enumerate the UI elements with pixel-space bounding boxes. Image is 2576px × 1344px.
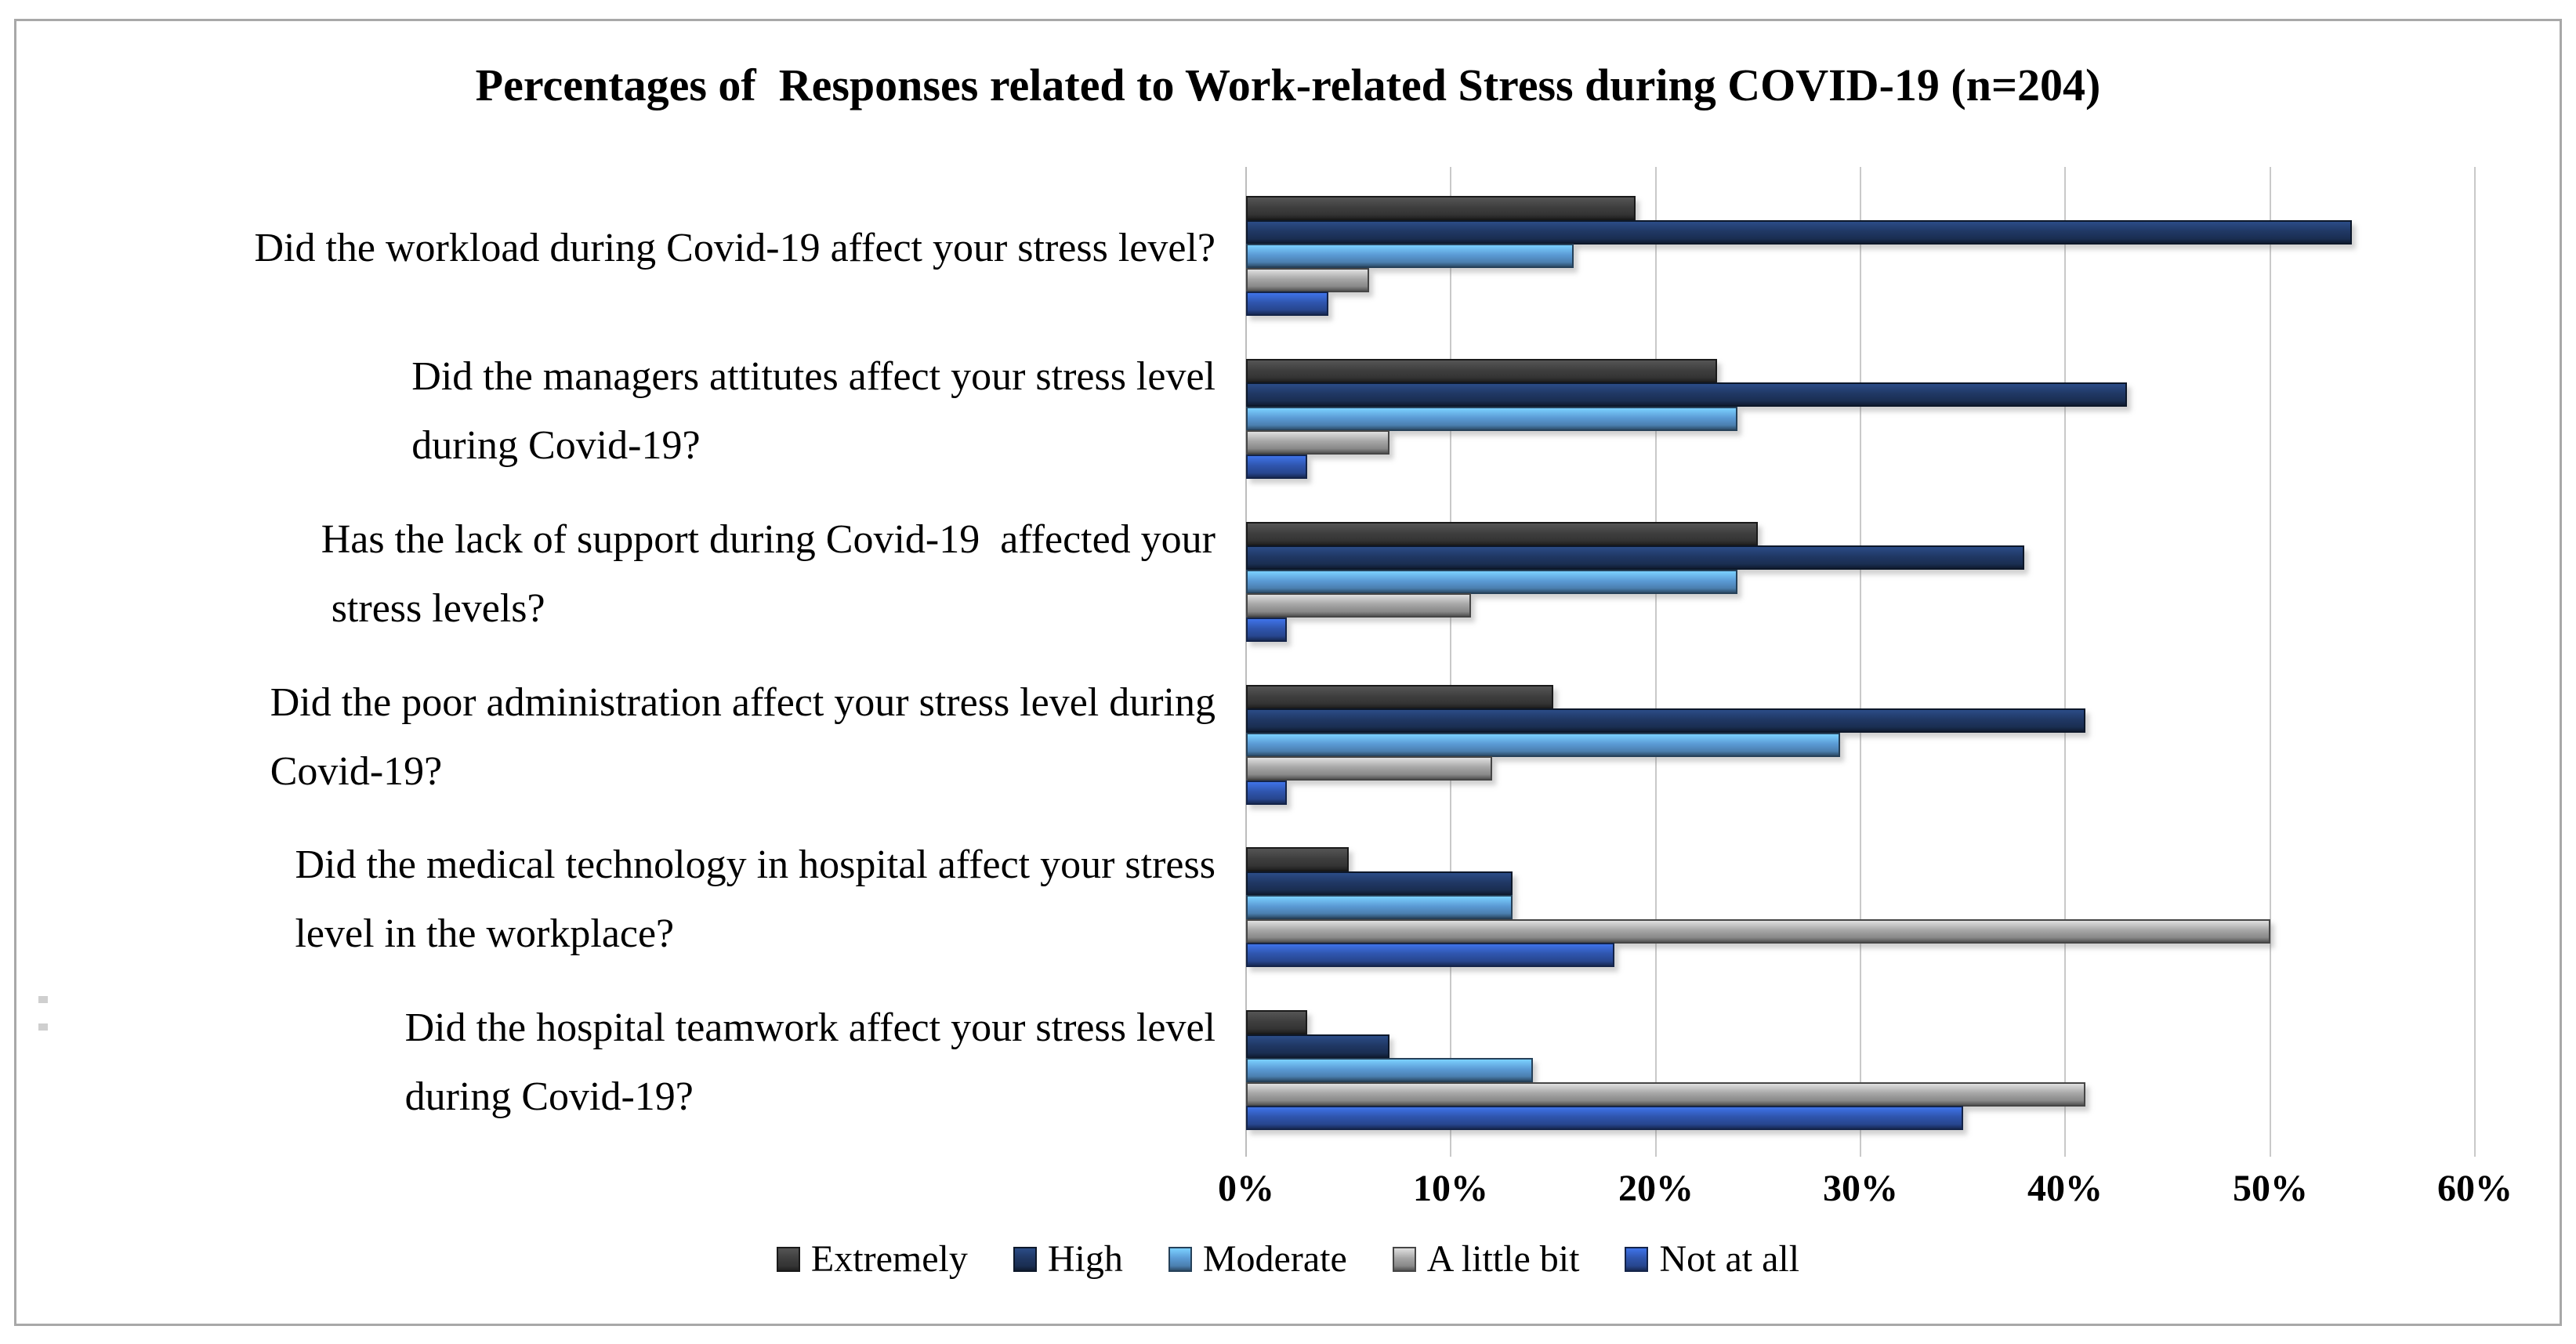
- bar-extremely-q4: [1246, 685, 1553, 709]
- bar-high-q3: [1246, 545, 2024, 570]
- legend-item-not-at-all: Not at all: [1625, 1237, 1799, 1281]
- bar-not-at-all-q1: [1246, 292, 1328, 316]
- bar-extremely-q1: [1246, 196, 1636, 220]
- gridline-0%: [1245, 167, 1247, 1157]
- bar-not-at-all-q2: [1246, 455, 1307, 479]
- legend-swatch-moderate: [1168, 1246, 1192, 1272]
- legend-label-moderate: Moderate: [1202, 1238, 1347, 1280]
- legend-label-not-at-all: Not at all: [1659, 1238, 1800, 1280]
- bar-a-little-bit-q4: [1246, 756, 1492, 781]
- bar-extremely-q3: [1246, 522, 1758, 546]
- stray-marks: [38, 996, 49, 1035]
- x-tick-label-20%: 20%: [1618, 1168, 1694, 1209]
- bar-not-at-all-q4: [1246, 781, 1287, 805]
- bar-moderate-q1: [1246, 244, 1574, 268]
- category-label-text: Did the medical technology in hospital a…: [295, 842, 1216, 956]
- legend-swatch-extremely: [776, 1246, 800, 1272]
- legend-label-a-little-bit: A little bit: [1426, 1238, 1580, 1280]
- plot-area: [1245, 167, 2476, 1157]
- legend-item-high: High: [1013, 1237, 1123, 1281]
- gridline-60%: [2474, 167, 2476, 1157]
- category-label-q5: Did the medical technology in hospital a…: [16, 818, 1223, 981]
- gridline-50%: [2269, 167, 2271, 1157]
- gridline-10%: [1450, 167, 1452, 1157]
- legend-swatch-a-little-bit: [1392, 1246, 1416, 1272]
- bar-extremely-q5: [1246, 847, 1349, 871]
- legend-item-moderate: Moderate: [1168, 1237, 1347, 1281]
- category-label-text: Did the workload during Covid-19 affect …: [254, 226, 1216, 270]
- category-label-text: Has the lack of support during Covid-19 …: [321, 517, 1216, 631]
- x-tick-label-60%: 60%: [2437, 1168, 2513, 1209]
- bar-moderate-q2: [1246, 407, 1737, 431]
- gridline-40%: [2064, 167, 2067, 1157]
- legend-item-a-little-bit: A little bit: [1392, 1237, 1580, 1281]
- bar-high-q1: [1246, 220, 2352, 245]
- bar-not-at-all-q5: [1246, 943, 1614, 967]
- bar-high-q6: [1246, 1034, 1389, 1059]
- x-tick-label-10%: 10%: [1413, 1168, 1488, 1209]
- bar-moderate-q5: [1246, 895, 1513, 919]
- bar-extremely-q2: [1246, 359, 1717, 383]
- bar-a-little-bit-q2: [1246, 430, 1389, 455]
- category-label-q2: Did the managers attitutes affect your s…: [16, 330, 1223, 493]
- x-tick-label-50%: 50%: [2233, 1168, 2308, 1209]
- category-label-q1: Did the workload during Covid-19 affect …: [16, 167, 1223, 330]
- bar-a-little-bit-q3: [1246, 593, 1471, 618]
- bar-moderate-q6: [1246, 1058, 1533, 1082]
- bar-high-q4: [1246, 708, 2085, 733]
- legend: Extremely High Moderate A little bit Not at …: [16, 1237, 2560, 1281]
- x-tick-label-0%: 0%: [1218, 1168, 1274, 1209]
- bar-a-little-bit-q5: [1246, 919, 2270, 944]
- category-label-q3: Has the lack of support during Covid-19 …: [16, 493, 1223, 656]
- category-label-text: Did the poor administration affect your …: [270, 680, 1216, 794]
- bar-not-at-all-q3: [1246, 618, 1287, 642]
- legend-label-high: High: [1047, 1238, 1123, 1280]
- bar-moderate-q3: [1246, 570, 1737, 594]
- bar-not-at-all-q6: [1246, 1106, 1963, 1130]
- legend-swatch-high: [1013, 1246, 1037, 1272]
- bar-moderate-q4: [1246, 733, 1840, 757]
- legend-label-extremely: Extremely: [810, 1238, 968, 1280]
- legend-swatch-not-at-all: [1625, 1246, 1649, 1272]
- bar-high-q2: [1246, 382, 2127, 407]
- gridline-30%: [1860, 167, 1861, 1157]
- x-tick-label-40%: 40%: [2027, 1168, 2103, 1209]
- category-label-text: Did the hospital teamwork affect your st…: [404, 1005, 1216, 1119]
- bar-a-little-bit-q6: [1246, 1082, 2085, 1107]
- category-label-q4: Did the poor administration affect your …: [16, 656, 1223, 819]
- x-tick-label-30%: 30%: [1823, 1168, 1898, 1209]
- chart-frame: Percentages of Responses related to Work…: [14, 19, 2562, 1326]
- legend-item-extremely: Extremely: [776, 1237, 968, 1281]
- bar-high-q5: [1246, 871, 1513, 896]
- category-label-text: Did the managers attitutes affect your s…: [411, 354, 1216, 468]
- bar-a-little-bit-q1: [1246, 268, 1369, 292]
- bar-extremely-q6: [1246, 1010, 1307, 1034]
- gridline-20%: [1654, 167, 1657, 1157]
- category-label-q6: Did the hospital teamwork affect your st…: [16, 981, 1223, 1144]
- chart-title: Percentages of Responses related to Work…: [475, 60, 2101, 110]
